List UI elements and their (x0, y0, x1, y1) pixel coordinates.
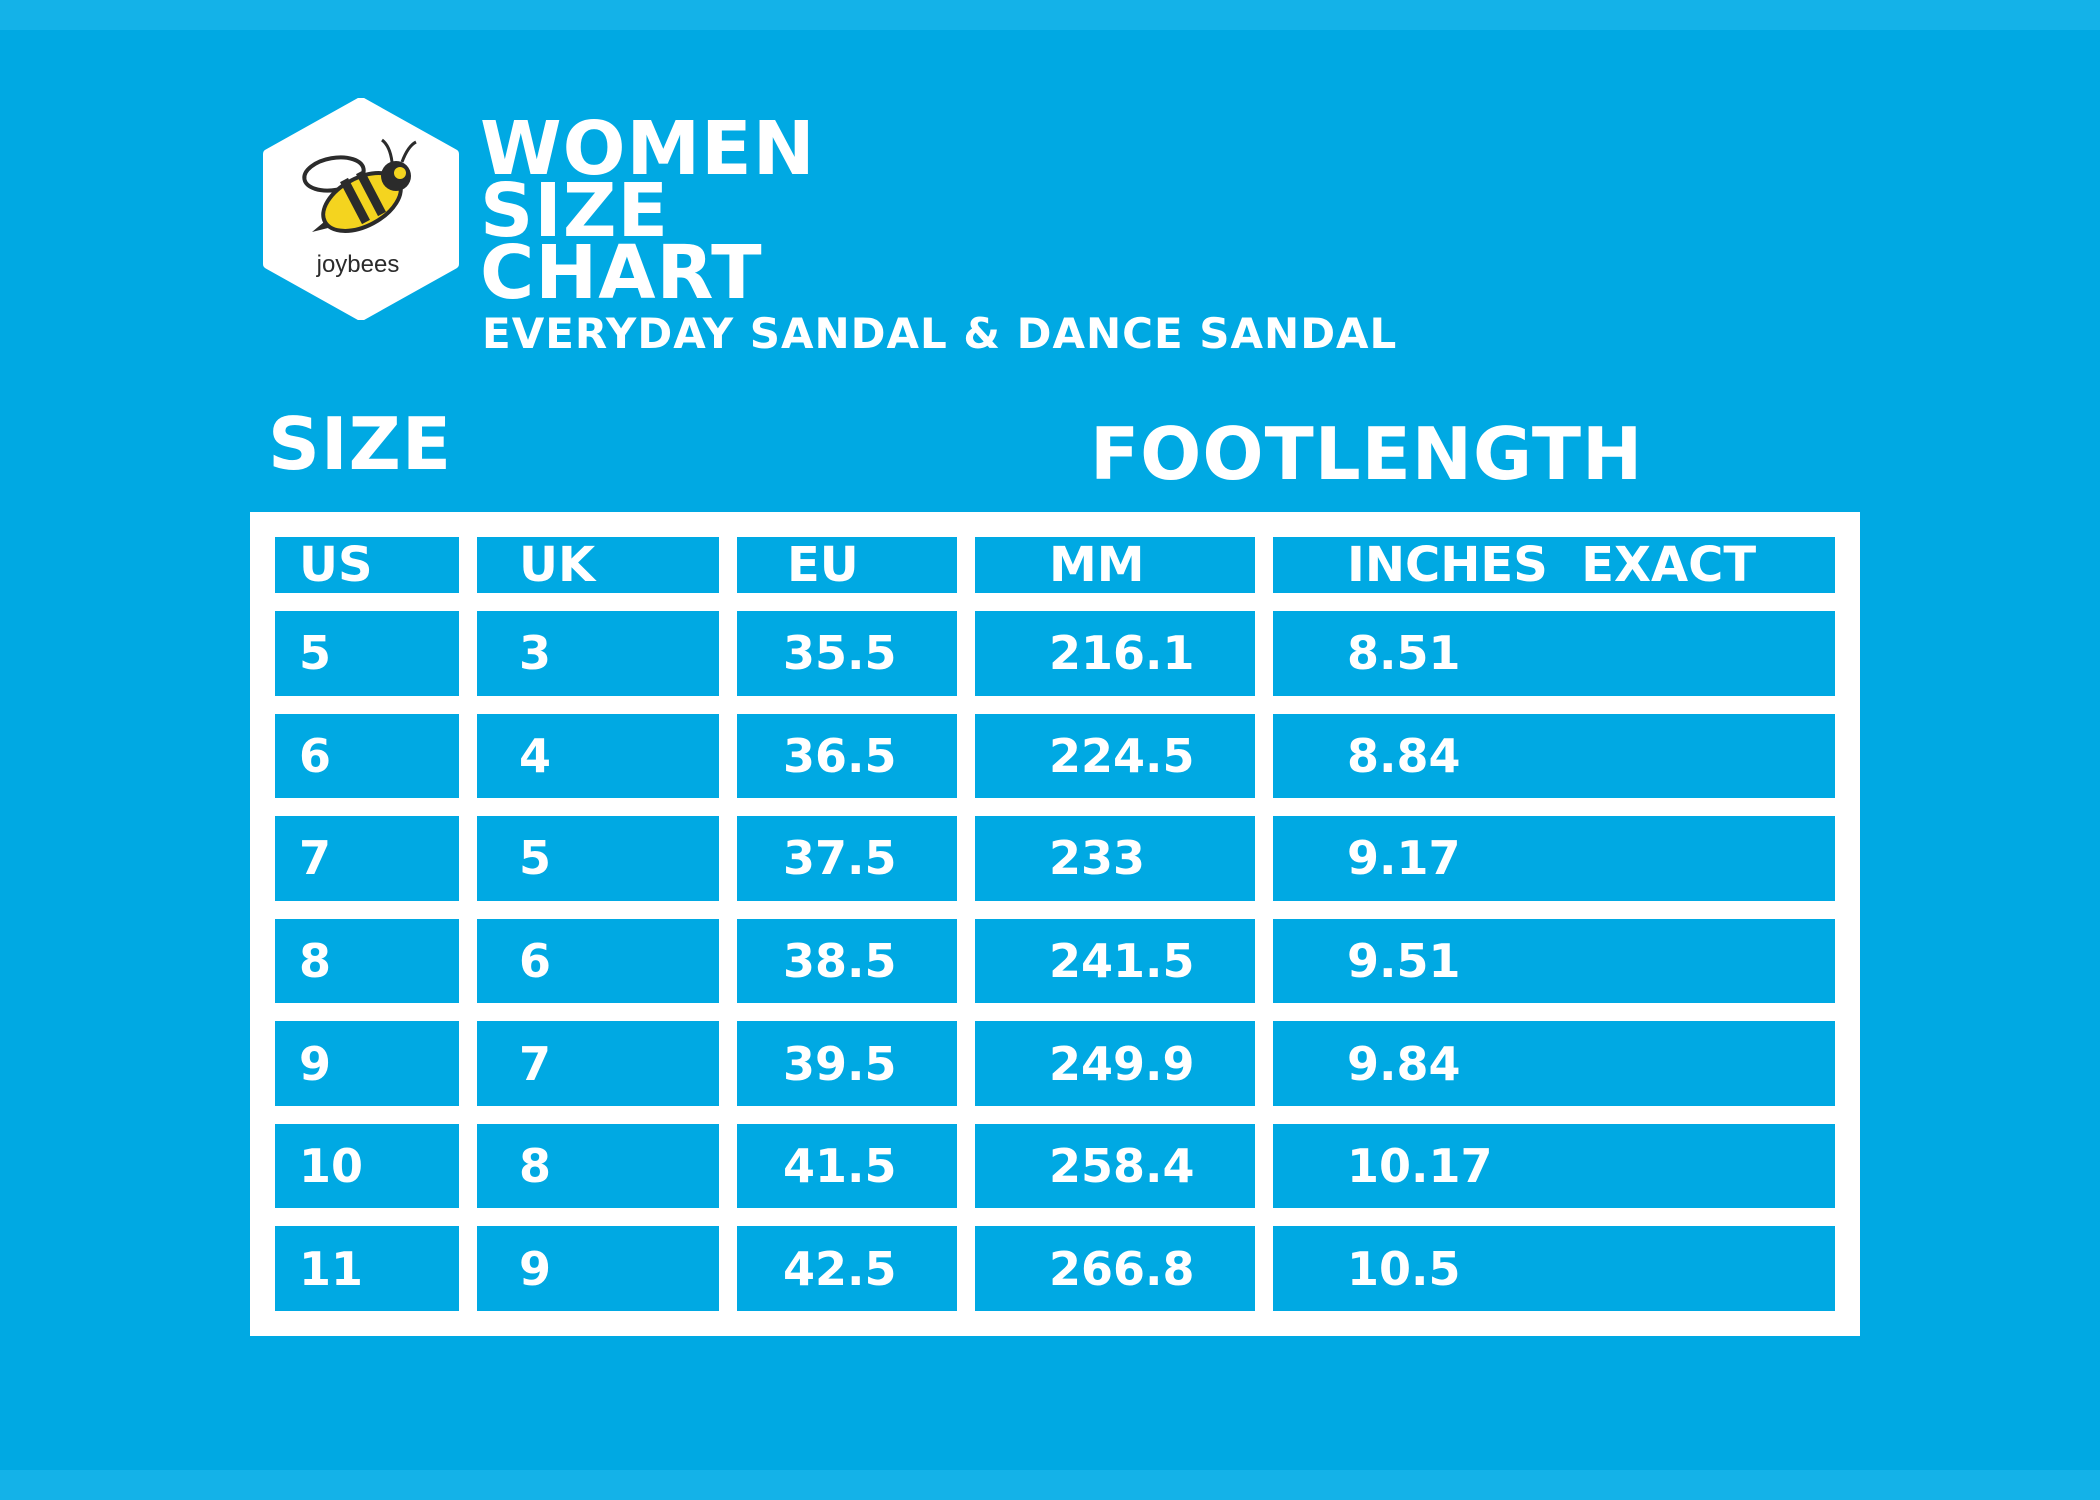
column-header-inches: INCHES EXACT (1273, 537, 1835, 593)
cell-inches: 8.51 (1273, 611, 1835, 696)
footlength-group-label: FOOTLENGTH (1090, 412, 1644, 496)
table-row: 7 5 37.5 233 9.17 (275, 816, 1835, 901)
cell-eu: 35.5 (737, 611, 957, 696)
cell-inches: 9.51 (1273, 918, 1835, 1004)
table-row: 5 3 35.5 216.1 8.51 (275, 611, 1835, 696)
cell-eu: 37.5 (737, 816, 957, 901)
cell-us: 7 (275, 816, 459, 901)
title-line-2: SIZE (480, 168, 670, 254)
table-row: 8 6 38.5 241.5 9.51 (275, 918, 1835, 1004)
table-row: 10 8 41.5 258.4 10.17 (275, 1123, 1835, 1209)
cell-eu: 42.5 (737, 1226, 957, 1311)
cell-inches: 10.5 (1273, 1226, 1835, 1311)
cell-mm: 224.5 (975, 713, 1255, 799)
bee-icon (302, 138, 417, 233)
cell-eu: 38.5 (737, 918, 957, 1004)
cell-mm: 258.4 (975, 1123, 1255, 1209)
cell-mm: 216.1 (975, 611, 1255, 696)
table-header-row: US UK EU MM INCHES EXACT (275, 537, 1835, 593)
cell-inches: 9.84 (1273, 1021, 1835, 1106)
bottom-edge-band (0, 1470, 2100, 1500)
cell-us: 5 (275, 611, 459, 696)
column-header-eu: EU (737, 537, 957, 593)
brand-wordmark: joybees (316, 251, 400, 278)
column-header-us: US (275, 537, 459, 593)
cell-uk: 9 (477, 1226, 719, 1311)
cell-uk: 4 (477, 713, 719, 799)
joybees-logo: joybees (262, 98, 460, 320)
cell-uk: 8 (477, 1123, 719, 1209)
subtitle: EVERYDAY SANDAL & DANCE SANDAL (482, 309, 1398, 358)
cell-inches: 9.17 (1273, 816, 1835, 901)
cell-mm: 241.5 (975, 918, 1255, 1004)
cell-uk: 5 (477, 816, 719, 901)
column-header-mm: MM (975, 537, 1255, 593)
title-line-1: WOMEN (480, 106, 816, 192)
cell-mm: 233 (975, 816, 1255, 901)
cell-us: 11 (275, 1226, 459, 1311)
cell-us: 6 (275, 713, 459, 799)
cell-eu: 41.5 (737, 1123, 957, 1209)
cell-inches: 8.84 (1273, 713, 1835, 799)
size-group-label: SIZE (268, 402, 453, 486)
table-row: 9 7 39.5 249.9 9.84 (275, 1021, 1835, 1106)
table-row: 11 9 42.5 266.8 10.5 (275, 1226, 1835, 1311)
column-header-uk: UK (477, 537, 719, 593)
cell-us: 10 (275, 1123, 459, 1209)
cell-mm: 266.8 (975, 1226, 1255, 1311)
cell-eu: 39.5 (737, 1021, 957, 1106)
cell-uk: 7 (477, 1021, 719, 1106)
size-chart-table: US UK EU MM INCHES EXACT 5 3 35.5 216.1 … (250, 512, 1860, 1336)
cell-us: 9 (275, 1021, 459, 1106)
cell-mm: 249.9 (975, 1021, 1255, 1106)
title-line-3: CHART (480, 230, 763, 316)
table-row: 6 4 36.5 224.5 8.84 (275, 713, 1835, 799)
cell-eu: 36.5 (737, 713, 957, 799)
top-edge-band (0, 0, 2100, 30)
cell-uk: 3 (477, 611, 719, 696)
cell-us: 8 (275, 918, 459, 1004)
cell-inches: 10.17 (1273, 1123, 1835, 1209)
cell-uk: 6 (477, 918, 719, 1004)
